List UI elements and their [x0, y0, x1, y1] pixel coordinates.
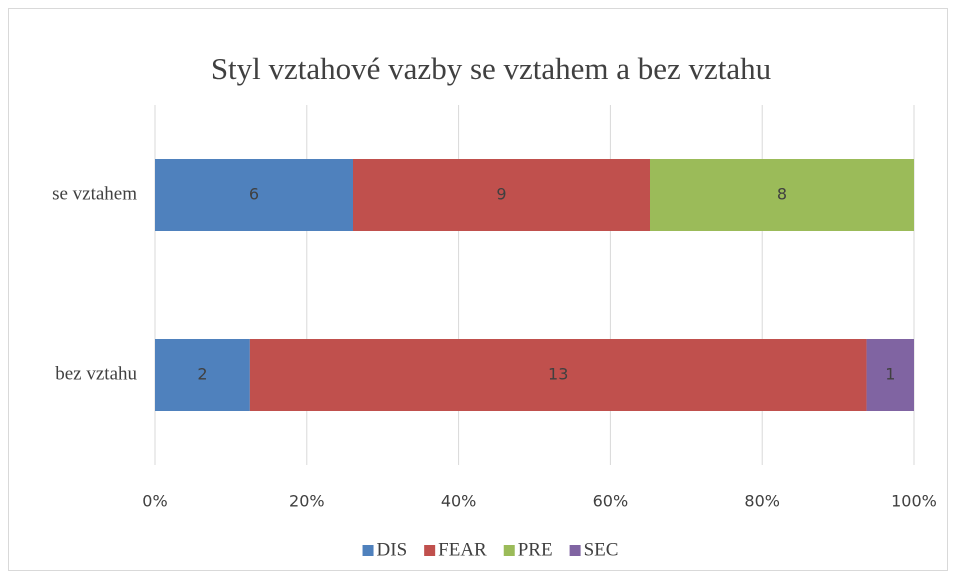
y-tick-label: bez vztahu: [55, 363, 137, 384]
x-tick-label: 80%: [744, 492, 780, 511]
legend-swatch: [424, 545, 436, 556]
bar-segment: [155, 159, 353, 231]
legend-swatch: [362, 545, 374, 556]
data-label: 2: [197, 365, 207, 384]
bar-segment: [353, 159, 650, 231]
chart-border: [8, 8, 948, 571]
x-tick-label: 40%: [441, 492, 477, 511]
legend-swatch: [569, 545, 581, 556]
data-label: 9: [496, 185, 506, 204]
legend-label: FEAR: [438, 539, 487, 560]
legend-swatch: [503, 545, 515, 556]
data-label: 8: [777, 185, 787, 204]
legend-label: SEC: [584, 539, 619, 560]
bar-segment: [155, 339, 250, 411]
bar-segment: [866, 339, 914, 411]
bar-segment: [650, 159, 914, 231]
legend-label: PRE: [518, 539, 553, 560]
bar-segment: [249, 339, 867, 411]
data-label: 1: [885, 365, 895, 384]
x-tick-label: 0%: [142, 492, 167, 511]
data-label: 13: [548, 365, 568, 384]
data-label: 6: [249, 185, 259, 204]
x-tick-label: 20%: [289, 492, 325, 511]
y-tick-label: se vztahem: [52, 183, 137, 204]
x-tick-label: 60%: [593, 492, 629, 511]
legend-label: DIS: [377, 539, 408, 560]
x-tick-label: 100%: [891, 492, 937, 511]
chart-title: Styl vztahové vazby se vztahem a bez vzt…: [211, 51, 771, 86]
